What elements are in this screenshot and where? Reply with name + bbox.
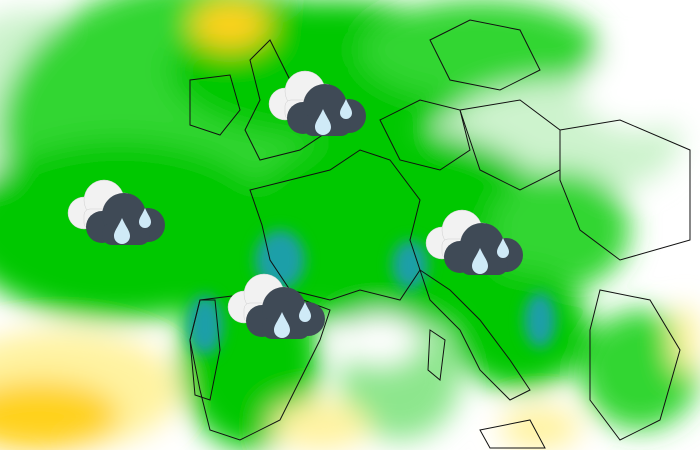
rain-cloud-icon bbox=[62, 175, 172, 255]
rain-drop-icon bbox=[472, 238, 509, 274]
rain-cloud-icon bbox=[222, 269, 332, 349]
country-borders bbox=[189, 19, 691, 449]
cloud-front bbox=[246, 287, 325, 339]
rain-drop-icon bbox=[315, 99, 352, 135]
rain-drop-icon bbox=[114, 208, 151, 244]
rain-cloud-icon bbox=[263, 66, 373, 146]
rain-drop-icon bbox=[274, 302, 311, 338]
rain-cloud-icon bbox=[420, 205, 530, 285]
